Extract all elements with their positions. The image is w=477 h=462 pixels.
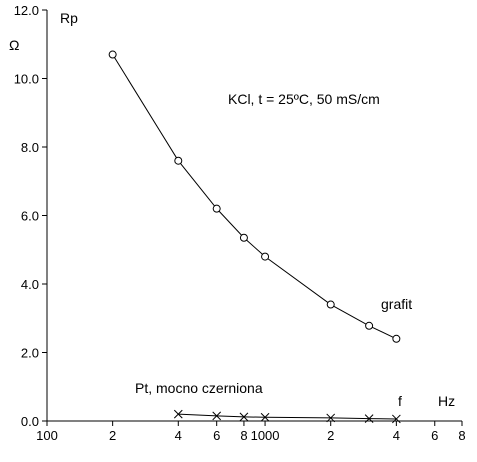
data-point-pt: [326, 413, 336, 423]
data-point-pt: [392, 414, 401, 424]
data-point-grafit: [239, 233, 248, 242]
series-group: [108, 50, 401, 424]
x-marker-stroke: [239, 412, 249, 422]
x-marker-stroke: [212, 411, 222, 421]
series-line-pt: [178, 413, 397, 420]
x-tick-label: 4: [393, 428, 400, 443]
x-tick-label: 8: [458, 428, 465, 443]
y-tick-label: 12.0: [14, 3, 39, 18]
y-tick-label: 8.0: [21, 140, 39, 155]
x-tick-label: 100: [36, 428, 58, 443]
y-tick-label: 0.0: [21, 414, 39, 429]
x-tick-label: 2: [327, 428, 334, 443]
y-ticks: 0.0 2.0 4.0 6.0 8.0 10.0 12.0: [14, 3, 47, 429]
data-point-pt: [173, 409, 183, 419]
y-tick-label: 10.0: [14, 72, 39, 87]
y-axis-unit: Ω: [9, 37, 19, 53]
data-point-grafit: [326, 300, 335, 309]
x-axis-label: f: [398, 393, 402, 409]
conditions-annotation: KCl, t = 25ºC, 50 mS/cm: [228, 91, 380, 107]
data-point-grafit: [212, 204, 221, 213]
data-point-grafit: [261, 252, 270, 261]
x-ticks: 100 2 4 6 8 1000 2 4 6 8: [36, 421, 466, 443]
x-tick-label: 6: [431, 428, 438, 443]
x-tick-label: 4: [175, 428, 182, 443]
x-tick-label: 2: [109, 428, 116, 443]
x-axis-unit: Hz: [438, 393, 455, 409]
data-point-pt: [364, 414, 374, 423]
data-point-grafit: [174, 156, 183, 165]
x-marker-stroke: [260, 412, 270, 422]
x-marker-stroke: [326, 413, 336, 423]
series-line-grafit: [112, 54, 397, 340]
data-point-grafit: [392, 334, 401, 343]
x-tick-label: 1000: [251, 428, 280, 443]
x-marker-stroke: [173, 409, 183, 419]
data-point-grafit: [108, 50, 117, 59]
series-label-grafit: grafit: [381, 296, 412, 312]
y-tick-label: 6.0: [21, 209, 39, 224]
x-tick-label: 6: [213, 428, 220, 443]
y-tick-label: 2.0: [21, 346, 39, 361]
y-axis-label: Rp: [60, 10, 78, 26]
data-point-pt: [212, 411, 222, 421]
x-tick-label: 8: [240, 428, 247, 443]
data-point-pt: [260, 412, 270, 422]
x-marker-stroke: [392, 414, 401, 424]
axes: [46, 10, 462, 422]
data-point-pt: [239, 412, 249, 422]
y-tick-label: 4.0: [21, 277, 39, 292]
data-point-grafit: [365, 321, 374, 330]
x-marker-stroke: [364, 414, 374, 423]
series-label-pt: Pt, mocno czerniona: [135, 380, 263, 396]
